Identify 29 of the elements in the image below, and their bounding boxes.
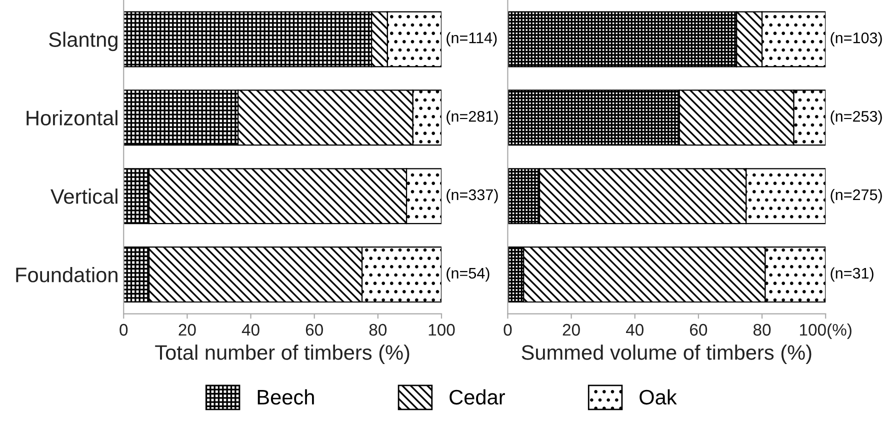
y-tick-label: Vertical bbox=[50, 188, 118, 204]
x-axis-title: Total number of timbers (%) bbox=[155, 344, 410, 364]
x-tick-label: 0 bbox=[120, 324, 128, 336]
x-tick-label: 60 bbox=[690, 324, 708, 336]
x-tick-label: 100 bbox=[428, 324, 455, 336]
x-tick-label: 100(%) bbox=[800, 323, 852, 340]
y-tick-label: Slantng bbox=[49, 32, 118, 52]
y-tick-label: Horizontal bbox=[26, 110, 118, 126]
x-tick-label: 80 bbox=[369, 324, 387, 336]
x-tick-label: 20 bbox=[562, 324, 580, 336]
text: (n=114) bbox=[446, 32, 497, 46]
legend-label: Oak bbox=[640, 389, 677, 405]
text: (n=253) bbox=[830, 110, 882, 125]
text: (n=31) bbox=[830, 267, 874, 282]
text: (n=54) bbox=[446, 267, 490, 282]
x-tick-label: 0 bbox=[504, 324, 512, 336]
x-tick-label: 40 bbox=[626, 324, 644, 336]
text: (n=275) bbox=[830, 188, 882, 204]
x-axis-title: Summed volume of timbers (%) bbox=[522, 344, 812, 364]
x-tick-label: 80 bbox=[753, 324, 771, 336]
text: (n=337) bbox=[446, 188, 498, 204]
legend-label: Cedar bbox=[450, 389, 505, 405]
x-tick-label: 60 bbox=[306, 324, 323, 336]
text: (n=103) bbox=[830, 32, 882, 46]
y-tick-label: Foundation bbox=[16, 266, 118, 282]
x-tick-label: 40 bbox=[242, 324, 260, 336]
x-tick-label: 20 bbox=[178, 324, 196, 336]
legend-label: Beech bbox=[258, 389, 314, 405]
text: (n=281) bbox=[446, 110, 498, 125]
